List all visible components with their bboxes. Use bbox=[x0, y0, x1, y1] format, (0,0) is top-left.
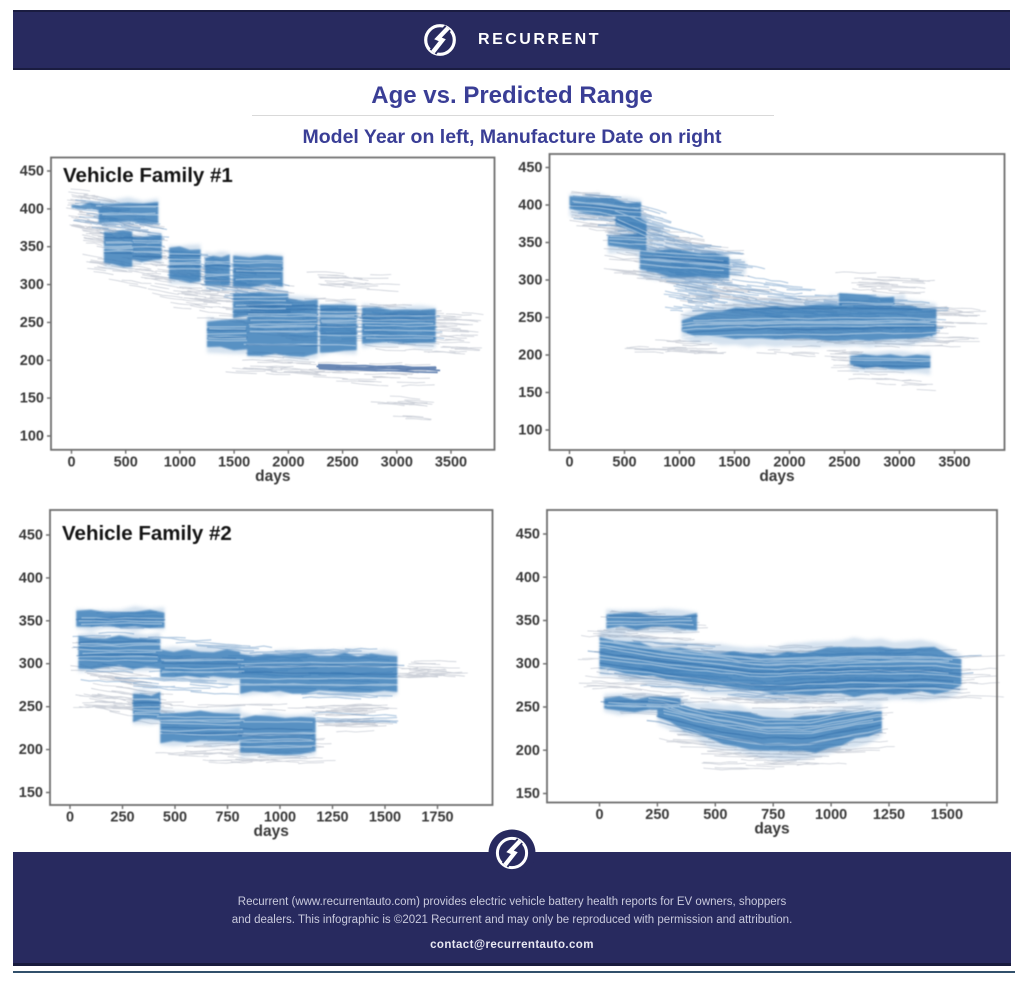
svg-text:150: 150 bbox=[516, 786, 540, 802]
svg-text:150: 150 bbox=[19, 785, 43, 801]
svg-text:300: 300 bbox=[20, 277, 44, 293]
svg-text:1250: 1250 bbox=[873, 807, 905, 823]
svg-text:400: 400 bbox=[20, 201, 44, 217]
svg-text:2500: 2500 bbox=[326, 454, 358, 470]
svg-text:750: 750 bbox=[761, 807, 785, 823]
svg-text:450: 450 bbox=[20, 164, 44, 180]
svg-text:1000: 1000 bbox=[663, 455, 695, 471]
svg-text:1000: 1000 bbox=[815, 807, 847, 823]
svg-text:3500: 3500 bbox=[435, 454, 467, 470]
svg-text:250: 250 bbox=[645, 807, 669, 823]
svg-text:0: 0 bbox=[595, 807, 603, 823]
svg-text:400: 400 bbox=[19, 570, 43, 586]
svg-text:250: 250 bbox=[110, 810, 134, 826]
svg-text:450: 450 bbox=[516, 527, 540, 543]
svg-text:750: 750 bbox=[215, 810, 239, 826]
svg-text:500: 500 bbox=[703, 807, 727, 823]
svg-text:days: days bbox=[754, 821, 789, 838]
svg-text:1500: 1500 bbox=[718, 455, 750, 471]
svg-text:1000: 1000 bbox=[264, 810, 296, 826]
svg-text:350: 350 bbox=[518, 235, 542, 251]
svg-text:1500: 1500 bbox=[369, 810, 401, 826]
svg-text:500: 500 bbox=[114, 454, 138, 470]
svg-text:300: 300 bbox=[19, 656, 43, 672]
svg-text:2000: 2000 bbox=[272, 454, 304, 470]
svg-text:500: 500 bbox=[163, 810, 187, 826]
svg-text:200: 200 bbox=[518, 348, 542, 364]
svg-text:1500: 1500 bbox=[931, 807, 963, 823]
svg-text:100: 100 bbox=[20, 429, 44, 445]
svg-text:250: 250 bbox=[20, 315, 44, 331]
svg-text:200: 200 bbox=[20, 353, 44, 369]
svg-text:2500: 2500 bbox=[828, 455, 860, 471]
svg-text:450: 450 bbox=[19, 528, 43, 544]
svg-text:2000: 2000 bbox=[773, 455, 805, 471]
svg-text:250: 250 bbox=[518, 310, 542, 326]
svg-text:3000: 3000 bbox=[883, 455, 915, 471]
svg-text:200: 200 bbox=[516, 743, 540, 759]
svg-text:days: days bbox=[255, 468, 290, 485]
svg-text:250: 250 bbox=[516, 700, 540, 716]
svg-text:1000: 1000 bbox=[164, 454, 196, 470]
svg-text:1750: 1750 bbox=[421, 810, 453, 826]
svg-text:0: 0 bbox=[66, 810, 74, 826]
svg-text:300: 300 bbox=[516, 656, 540, 672]
svg-text:200: 200 bbox=[19, 742, 43, 758]
svg-text:3500: 3500 bbox=[938, 455, 970, 471]
svg-text:350: 350 bbox=[20, 239, 44, 255]
svg-text:400: 400 bbox=[518, 198, 542, 214]
svg-text:250: 250 bbox=[19, 699, 43, 715]
svg-text:350: 350 bbox=[19, 613, 43, 629]
svg-text:Vehicle Family #1: Vehicle Family #1 bbox=[63, 164, 233, 187]
svg-text:1500: 1500 bbox=[218, 454, 250, 470]
svg-text:1250: 1250 bbox=[316, 810, 348, 826]
svg-text:500: 500 bbox=[612, 455, 636, 471]
svg-text:Vehicle Family #2: Vehicle Family #2 bbox=[62, 522, 232, 545]
svg-text:150: 150 bbox=[518, 385, 542, 401]
svg-text:0: 0 bbox=[67, 454, 75, 470]
svg-text:350: 350 bbox=[516, 613, 540, 629]
svg-text:300: 300 bbox=[518, 273, 542, 289]
svg-text:450: 450 bbox=[518, 160, 542, 176]
svg-text:days: days bbox=[254, 823, 289, 840]
svg-text:100: 100 bbox=[518, 423, 542, 439]
svg-text:3000: 3000 bbox=[381, 454, 413, 470]
svg-text:150: 150 bbox=[20, 391, 44, 407]
svg-text:days: days bbox=[759, 468, 794, 485]
svg-text:400: 400 bbox=[516, 570, 540, 586]
svg-text:0: 0 bbox=[565, 455, 573, 471]
